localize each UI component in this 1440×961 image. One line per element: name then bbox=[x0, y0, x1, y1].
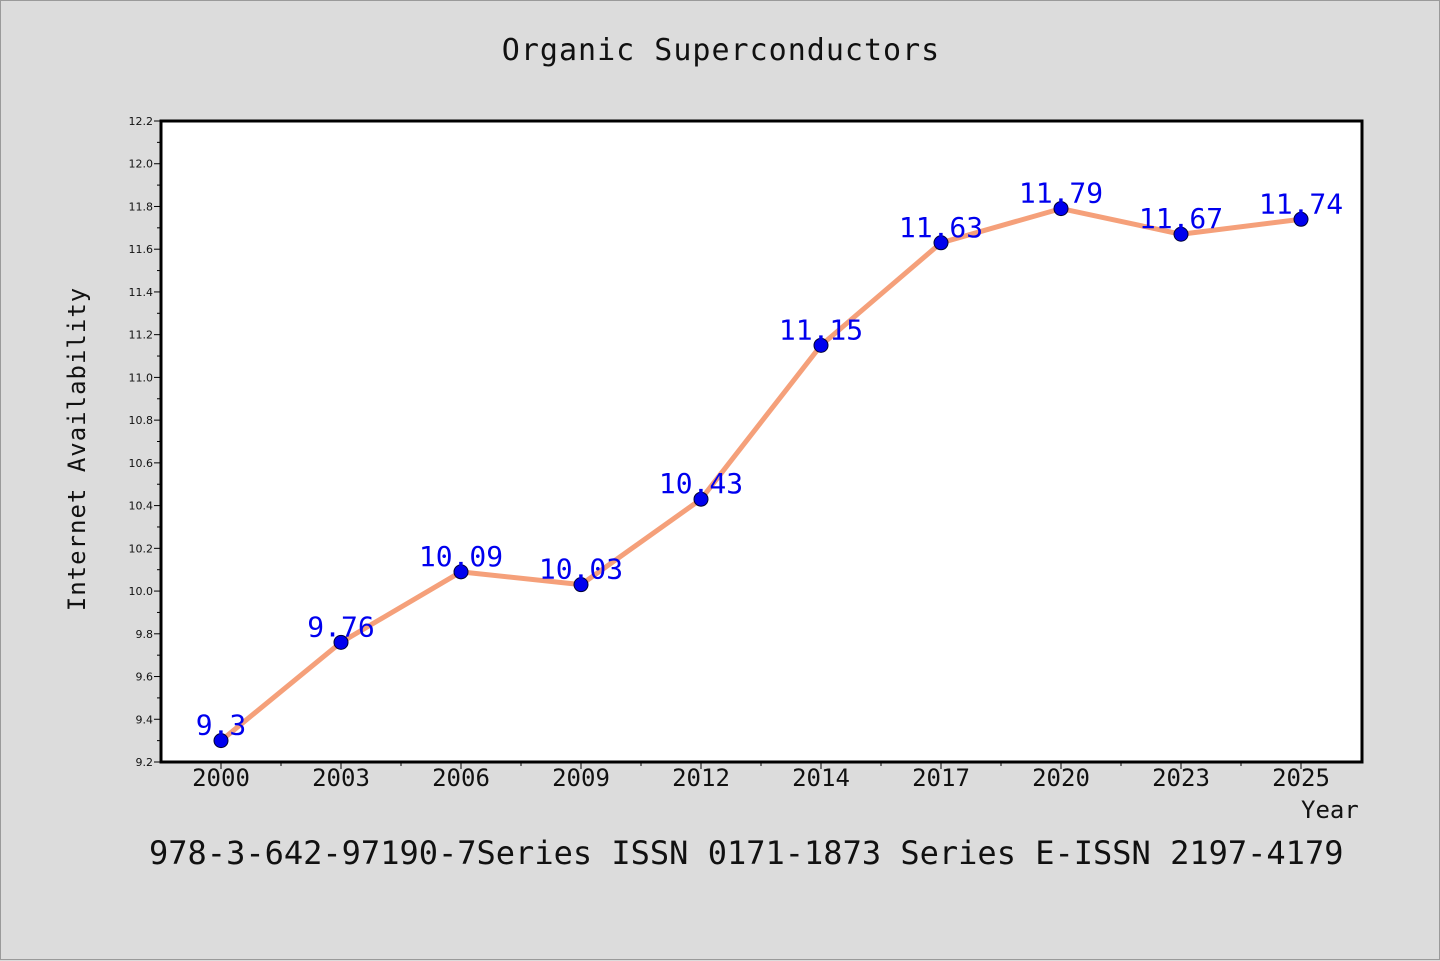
y-tick-label: 10.8 bbox=[129, 414, 154, 427]
data-label: 10.03 bbox=[539, 553, 623, 586]
y-tick-label: 10.4 bbox=[129, 500, 154, 513]
data-point bbox=[933, 235, 949, 251]
x-tick-label: 2009 bbox=[552, 764, 610, 792]
x-tick-label: 2020 bbox=[1032, 764, 1090, 792]
data-point bbox=[1293, 211, 1309, 227]
data-label: 11.63 bbox=[899, 211, 983, 244]
data-point bbox=[813, 337, 829, 353]
y-tick-label: 10.2 bbox=[129, 542, 154, 555]
series-line bbox=[218, 206, 1304, 744]
y-tick-label: 12.2 bbox=[129, 115, 154, 128]
x-tick-label: 2012 bbox=[672, 764, 730, 792]
data-label: 10.09 bbox=[419, 540, 503, 573]
y-tick-label: 12.0 bbox=[129, 158, 154, 171]
y-tick-label: 9.2 bbox=[136, 756, 154, 769]
x-tick-label: 2025 bbox=[1272, 764, 1330, 792]
y-tick-label: 9.6 bbox=[136, 671, 154, 684]
footer-isbn-text: 978-3-642-97190-7Series ISSN 0171-1873 S… bbox=[149, 834, 1344, 872]
data-label: 11.67 bbox=[1139, 202, 1223, 235]
data-label: 11.15 bbox=[779, 313, 863, 346]
y-tick-label: 10.6 bbox=[129, 457, 154, 470]
data-label: 9.3 bbox=[196, 709, 247, 742]
x-tick-label: 2014 bbox=[792, 764, 850, 792]
chart-title: Organic Superconductors bbox=[501, 33, 941, 68]
y-tick-label: 9.4 bbox=[136, 713, 154, 726]
x-tick-label: 2003 bbox=[312, 764, 370, 792]
data-point bbox=[213, 733, 229, 749]
data-point bbox=[1173, 226, 1189, 242]
x-tick-label: 2006 bbox=[432, 764, 490, 792]
data-label: 9.76 bbox=[307, 610, 374, 643]
y-tick-label: 11.8 bbox=[129, 200, 154, 213]
data-point bbox=[333, 634, 349, 650]
x-axis-label: Year bbox=[1301, 796, 1359, 824]
data-label: 10.43 bbox=[659, 467, 743, 500]
data-label: 11.74 bbox=[1259, 187, 1343, 220]
data-point bbox=[1053, 201, 1069, 217]
x-tick-label: 2017 bbox=[912, 764, 970, 792]
y-tick-label: 11.2 bbox=[129, 329, 154, 342]
data-point bbox=[693, 491, 709, 507]
data-point bbox=[453, 564, 469, 580]
x-tick-label: 2023 bbox=[1152, 764, 1210, 792]
y-tick-label: 10.0 bbox=[129, 585, 154, 598]
y-tick-label: 11.6 bbox=[129, 243, 154, 256]
y-tick-label: 11.4 bbox=[129, 286, 154, 299]
y-tick-label: 11.0 bbox=[129, 371, 154, 384]
data-point bbox=[573, 577, 589, 593]
x-tick-label: 2000 bbox=[192, 764, 250, 792]
y-tick-label: 9.8 bbox=[136, 628, 154, 641]
data-label: 11.79 bbox=[1019, 177, 1103, 210]
